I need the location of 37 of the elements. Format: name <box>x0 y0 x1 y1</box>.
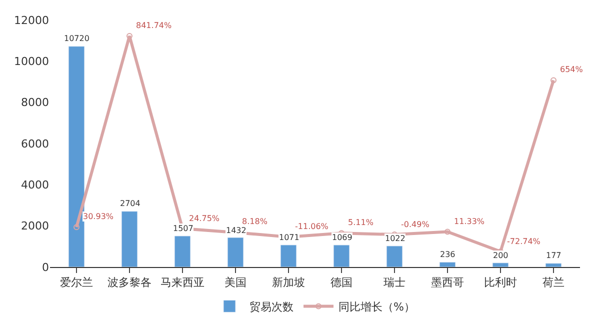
data-label: 841.74% <box>136 21 172 30</box>
data-label: -11.06% <box>295 222 329 231</box>
data-label: 1432 <box>226 226 246 235</box>
x-tick-label: 墨西哥 <box>431 276 464 290</box>
x-tick-label: 瑞士 <box>384 276 406 290</box>
data-label: 200 <box>493 251 508 260</box>
data-label: 236 <box>440 250 456 259</box>
data-label: 30.93% <box>83 212 114 221</box>
legend-label: 贸易次数 <box>250 300 294 314</box>
data-label: 10720 <box>64 34 90 43</box>
y-tick-label: 4000 <box>21 178 49 192</box>
x-tick-label: 波多黎各 <box>108 276 152 290</box>
x-tick-label: 比利时 <box>484 276 517 290</box>
y-tick-label: 2000 <box>21 220 49 233</box>
data-label: 1069 <box>332 233 352 242</box>
data-label: 1022 <box>385 234 406 243</box>
x-tick-label: 爱尔兰 <box>60 276 93 290</box>
x-tick-label: 马来西亚 <box>160 276 204 290</box>
data-label: 5.11% <box>348 218 374 227</box>
y-tick-label: 8000 <box>21 96 49 110</box>
y-tick-label: 6000 <box>21 137 49 150</box>
data-label: 654% <box>560 65 584 74</box>
x-tick-label: 荷兰 <box>542 276 564 290</box>
y-tick-label: 0 <box>42 260 49 274</box>
data-label: 2704 <box>120 199 140 208</box>
data-label: 8.18% <box>242 217 268 226</box>
x-tick-label: 新加坡 <box>272 276 305 290</box>
x-tick-label: 美国 <box>224 276 246 290</box>
legend-label: 同比增长（%） <box>338 300 415 314</box>
data-label: 24.75% <box>189 214 220 223</box>
data-label: 11.33% <box>454 217 485 226</box>
data-label: -0.49% <box>401 220 430 229</box>
x-tick-label: 德国 <box>330 276 352 290</box>
data-label: -72.74% <box>507 237 541 246</box>
data-label: 177 <box>546 251 562 260</box>
y-tick-label: 10000 <box>14 55 49 68</box>
y-tick-label: 12000 <box>14 14 49 27</box>
